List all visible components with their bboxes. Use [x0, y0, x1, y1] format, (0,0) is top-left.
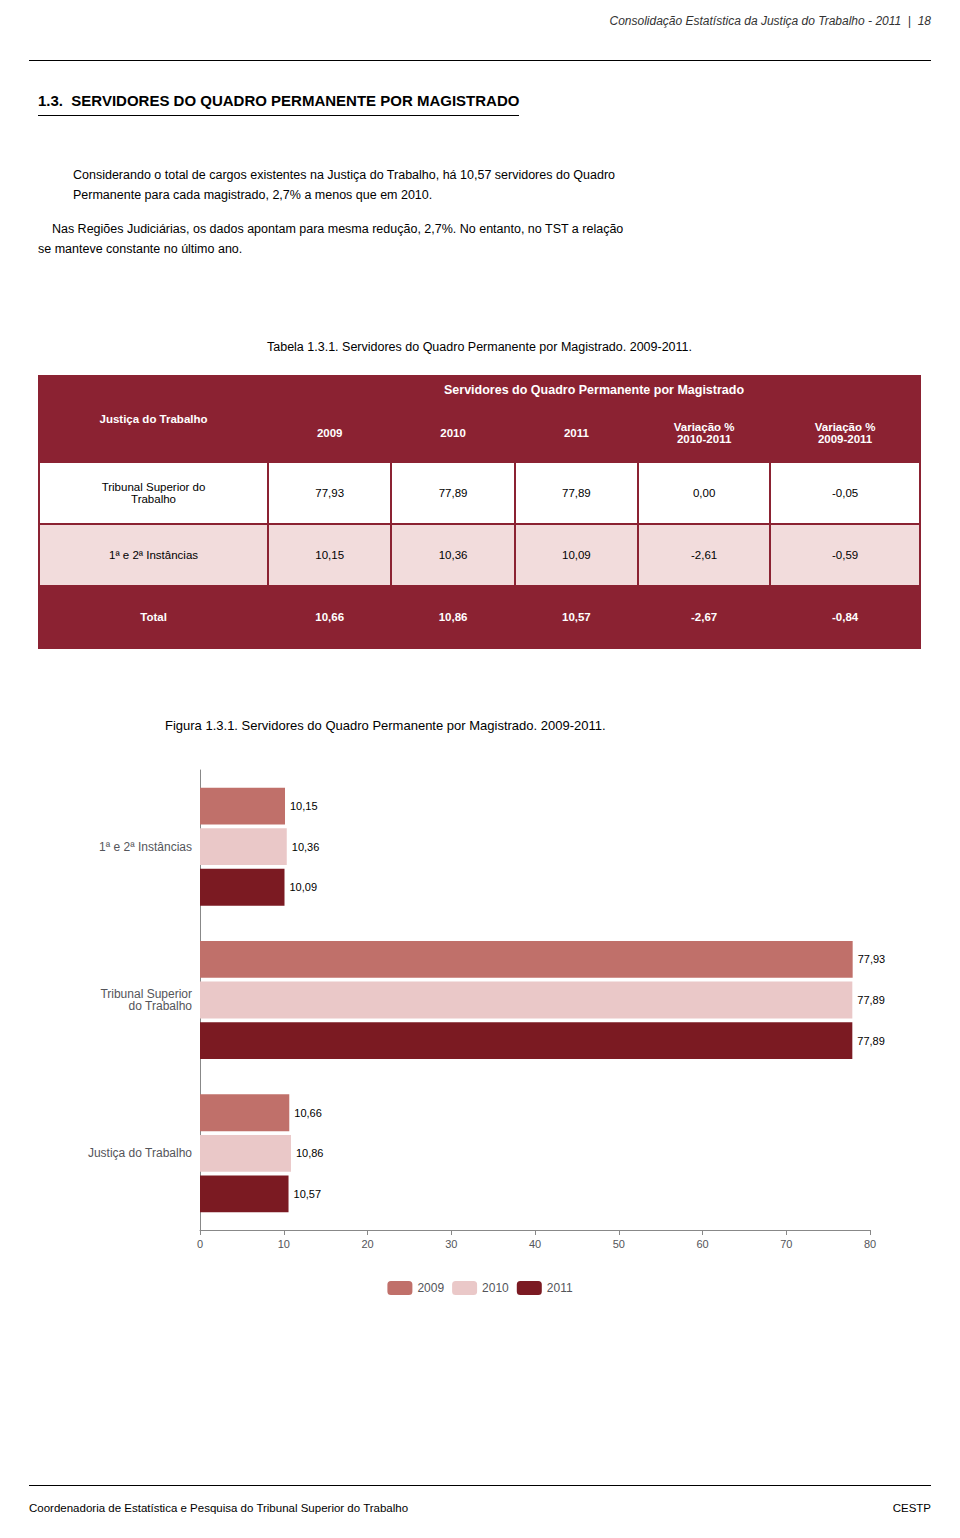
html-text:10,09: 10,09	[562, 549, 591, 561]
html-text:-0,59: -0,59	[832, 549, 859, 561]
html-text:10,66: 10,66	[315, 611, 345, 623]
html-text:Justiça do Trabalho: Justiça do Trabalho	[99, 413, 208, 425]
html-text:77,93: 77,93	[315, 487, 345, 499]
html-text:0,00: 0,00	[692, 487, 716, 499]
svg-text:40: 40	[529, 1238, 541, 1250]
html-text:-2,67: -2,67	[691, 611, 718, 623]
html-text:Nas Regiões Judiciárias, os da: Nas Regiões Judiciárias, os dados aponta…	[38, 222, 624, 256]
html-text:CESTP: CESTP	[892, 1502, 931, 1514]
svg-text:10,57: 10,57	[294, 1188, 322, 1200]
svg-text:77,89: 77,89	[857, 1035, 885, 1047]
html-text:-0,84: -0,84	[832, 611, 859, 623]
html-text:Variação % 2010-2011: Variação % 2010-2011	[673, 421, 735, 445]
html-text:1.3. SERVIDORES DO QUADRO PERM: 1.3. SERVIDORES DO QUADRO PERMANENTE POR…	[38, 92, 520, 109]
html-text:Variação % 2009-2011: Variação % 2009-2011	[814, 421, 876, 445]
html-text:Tabela 1.3.1. Servidores do Qu: Tabela 1.3.1. Servidores do Quadro Perma…	[267, 340, 692, 354]
svg-text:0: 0	[197, 1238, 203, 1250]
html-text:2010: 2010	[440, 427, 466, 439]
svg-text:10,86: 10,86	[296, 1147, 324, 1159]
svg-text:77,89: 77,89	[857, 994, 885, 1006]
html-text:Total: Total	[140, 611, 167, 623]
html-text:Consolidação Estatística da Ju: Consolidação Estatística da Justiça do T…	[609, 14, 931, 28]
svg-text:60: 60	[696, 1238, 708, 1250]
svg-text:20: 20	[361, 1238, 373, 1250]
svg-text:10,15: 10,15	[290, 800, 318, 812]
html-text:Servidores do Quadro Permanent: Servidores do Quadro Permanente por Magi…	[444, 383, 745, 397]
html-text:10,57: 10,57	[562, 611, 591, 623]
svg-text:2009: 2009	[417, 1281, 444, 1295]
svg-text:80: 80	[864, 1238, 876, 1250]
svg-text:10,36: 10,36	[292, 841, 320, 853]
html-text:10,36: 10,36	[438, 549, 468, 561]
html-text:10,86: 10,86	[438, 611, 468, 623]
svg-text:2011: 2011	[547, 1281, 573, 1295]
svg-text:10: 10	[278, 1238, 290, 1250]
svg-text:10,66: 10,66	[294, 1107, 322, 1119]
svg-text:30: 30	[445, 1238, 457, 1250]
html-text:-0,05: -0,05	[832, 487, 859, 499]
svg-text:50: 50	[613, 1238, 625, 1250]
html-text:1ª e 2ª Instâncias: 1ª e 2ª Instâncias	[109, 549, 199, 561]
html-text:Tribunal Superior do Trabalho: Tribunal Superior do Trabalho	[101, 481, 206, 505]
html-text:Considerando o total de cargos: Considerando o total de cargos existente…	[73, 168, 615, 202]
svg-text:1ª e 2ª Instâncias: 1ª e 2ª Instâncias	[99, 840, 192, 854]
svg-text:Tribunal Superior: Tribunal Superior	[100, 987, 192, 1001]
html-text:2011: 2011	[563, 427, 589, 439]
html-text:77,89: 77,89	[562, 487, 591, 499]
svg-text:Figura 1.3.1. Servidores do Qu: Figura 1.3.1. Servidores do Quadro Perma…	[165, 718, 606, 733]
svg-text:Justiça do Trabalho: Justiça do Trabalho	[88, 1146, 192, 1160]
html-text:2009: 2009	[316, 427, 343, 439]
svg-text:10,09: 10,09	[290, 881, 318, 893]
svg-text:77,93: 77,93	[858, 953, 886, 965]
html-text:-2,61: -2,61	[691, 549, 718, 561]
svg-text:70: 70	[780, 1238, 792, 1250]
html-text:77,89: 77,89	[438, 487, 468, 499]
html-text:10,15: 10,15	[315, 549, 345, 561]
html-text:Coordenadoria de Estatística e: Coordenadoria de Estatística e Pesquisa …	[29, 1502, 409, 1514]
svg-text:do Trabalho: do Trabalho	[129, 999, 193, 1013]
svg-text:2010: 2010	[482, 1281, 509, 1295]
